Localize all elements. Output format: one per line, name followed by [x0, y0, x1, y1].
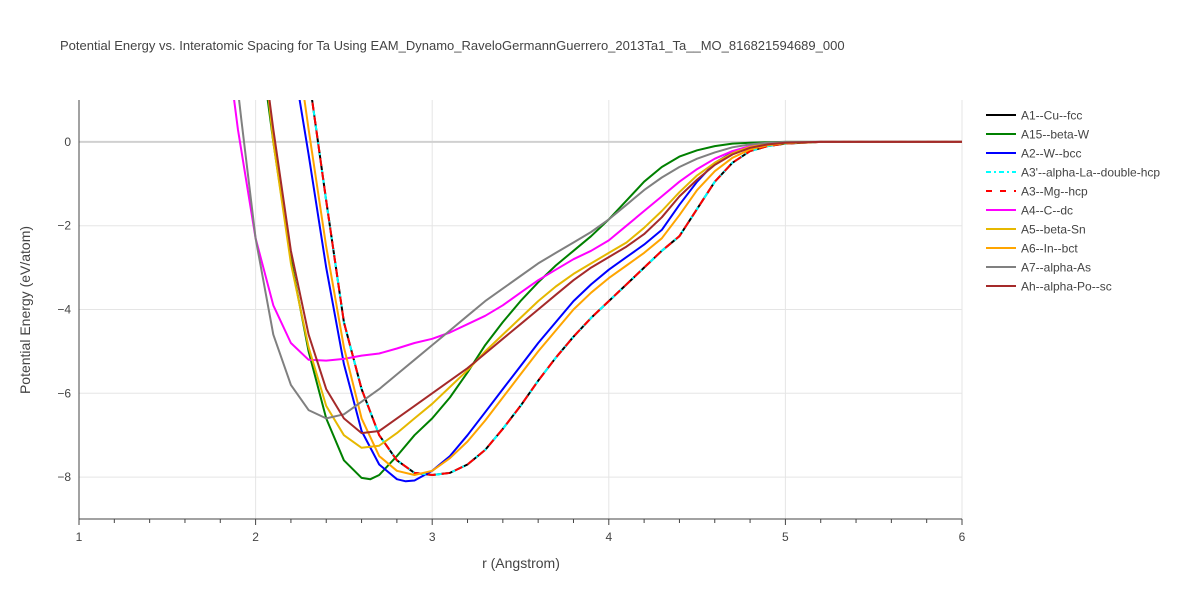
y-tick-label: 0 [64, 135, 71, 149]
series-line-a2-w-bcc [298, 100, 962, 483]
legend-label: A6--In--bct [1021, 242, 1078, 256]
chart-title: Potential Energy vs. Interatomic Spacing… [60, 38, 845, 53]
legend-item[interactable]: A6--In--bct [986, 242, 1078, 256]
legend-label: A1--Cu--fcc [1021, 109, 1082, 123]
y-tick-label: −6 [57, 386, 71, 400]
x-tick-label: 2 [252, 530, 259, 544]
legend-label: A2--W--bcc [1021, 147, 1081, 161]
legend-item[interactable]: A1--Cu--fcc [986, 109, 1082, 123]
legend-label: A5--beta-Sn [1021, 223, 1086, 237]
legend-item[interactable]: A15--beta-W [986, 128, 1090, 142]
x-axis-label: r (Angstrom) [482, 555, 560, 571]
x-tick-label: 1 [76, 530, 83, 544]
legend[interactable]: A1--Cu--fcc A15--beta-W A2--W--bcc A3'--alp… [986, 109, 1160, 294]
x-tick-label: 4 [605, 530, 612, 544]
legend-item[interactable]: A2--W--bcc [986, 147, 1081, 161]
legend-item[interactable]: A3--Mg--hcp [986, 185, 1088, 199]
legend-label: A3'--alpha-La--double-hcp [1021, 166, 1160, 180]
y-tick-label: −4 [57, 303, 71, 317]
axes: 1 2 3 4 5 6 0 −2 −4 −6 −8 [57, 100, 966, 544]
series-line-a6-in-bct [303, 100, 962, 476]
legend-item[interactable]: A7--alpha-As [986, 261, 1091, 275]
series-line-a3-mg-hcp [311, 100, 962, 476]
legend-item[interactable]: A3'--alpha-La--double-hcp [986, 166, 1160, 180]
gridlines [79, 100, 963, 519]
x-tick-label: 5 [782, 530, 789, 544]
y-tick-label: −8 [57, 470, 71, 484]
x-tick-label: 6 [959, 530, 966, 544]
legend-item[interactable]: Ah--alpha-Po--sc [986, 280, 1112, 294]
series-line-a7-alpha-as [238, 100, 962, 420]
legend-item[interactable]: A4--C--dc [986, 204, 1073, 218]
series-line-ah-alpha-po-sc [268, 100, 962, 435]
legend-label: A3--Mg--hcp [1021, 185, 1088, 199]
series-line-a15-beta-w [266, 100, 962, 481]
legend-item[interactable]: A5--beta-Sn [986, 223, 1086, 237]
series-line-a4-c-dc [233, 100, 962, 362]
legend-label: A4--C--dc [1021, 204, 1073, 218]
series-lines [233, 100, 962, 483]
legend-label: A7--alpha-As [1021, 261, 1091, 275]
series-line-a5-beta-sn [267, 100, 962, 449]
y-axis-label: Potential Energy (eV/atom) [17, 226, 33, 394]
x-tick-label: 3 [429, 530, 436, 544]
legend-label: A15--beta-W [1021, 128, 1090, 142]
legend-label: Ah--alpha-Po--sc [1021, 280, 1112, 294]
y-tick-label: −2 [57, 219, 71, 233]
